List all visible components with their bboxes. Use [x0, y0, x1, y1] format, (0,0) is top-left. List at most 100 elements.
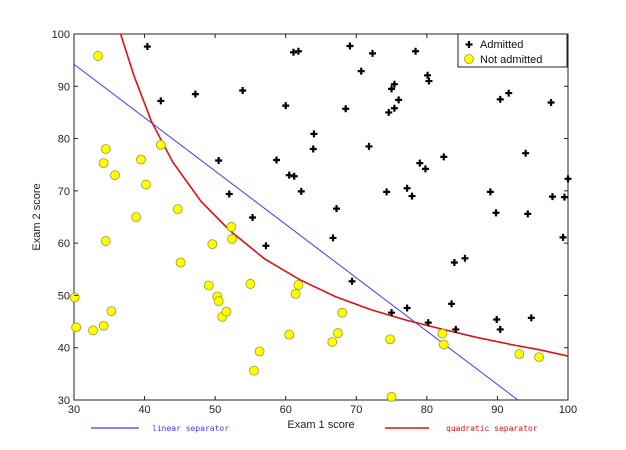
not-admitted-point: [245, 279, 256, 289]
not-admitted-point: [88, 325, 98, 336]
admitted-point: [273, 156, 281, 164]
y-tick-label: 80: [58, 134, 70, 146]
y-tick-label: 90: [58, 81, 70, 93]
admitted-point: [385, 108, 393, 116]
admitted-point: [450, 258, 458, 266]
admitted-point: [383, 188, 391, 196]
not-admitted-point: [284, 329, 295, 340]
not-admitted-point: [385, 334, 396, 345]
not-admitted-point: [207, 239, 218, 250]
admitted-point: [408, 192, 416, 200]
admitted-point: [559, 233, 567, 241]
y-tick-label: 30: [58, 395, 70, 407]
admitted-point: [369, 49, 377, 57]
admitted-point: [239, 86, 247, 94]
not-admitted-point: [249, 365, 259, 376]
separator-legend: linear separator quadratic separator: [91, 424, 538, 433]
x-tick-label: 40: [138, 404, 150, 416]
not-admitted-point: [327, 337, 338, 347]
admitted-point: [157, 97, 165, 105]
admitted-point: [365, 142, 373, 150]
admitted-point: [310, 130, 318, 138]
admitted-point: [421, 165, 429, 173]
not-admitted-point: [110, 170, 120, 181]
not-admitted-point: [131, 212, 142, 222]
admitted-point: [395, 96, 403, 104]
admitted-point: [548, 193, 556, 201]
admitted-point: [388, 85, 396, 93]
admitted-point: [215, 157, 223, 165]
not-admitted-point: [226, 222, 237, 232]
admitted-point: [496, 95, 504, 103]
legend-label-not-admitted: Not admitted: [480, 54, 542, 66]
x-tick-label: 100: [559, 404, 577, 416]
not-admitted-point: [333, 328, 343, 338]
not-admitted-point: [136, 154, 146, 165]
admitted-point: [461, 254, 469, 262]
axis-ticks: 30 40 50 60 70 80 90 100 30 40 50 60 70 80 90 100: [52, 29, 578, 416]
admitted-point: [496, 325, 504, 333]
not-admitted-point: [213, 296, 224, 307]
x-tick-label: 80: [421, 404, 433, 416]
admitted-point: [346, 42, 354, 50]
admitted-point: [425, 77, 433, 85]
data-points: [69, 42, 572, 402]
not-admitted-point: [175, 257, 186, 268]
admitted-point: [290, 172, 298, 180]
not-admitted-point: [93, 51, 103, 61]
not-admitted-point: [514, 349, 525, 359]
x-tick-label: 90: [491, 404, 503, 416]
admitted-point: [560, 193, 568, 201]
quadratic-separator-label: quadratic separator: [446, 424, 538, 433]
admitted-point: [390, 80, 398, 88]
not-admitted-point: [69, 292, 80, 303]
admitted-point: [505, 89, 513, 97]
admitted-point: [282, 102, 290, 110]
legend-box: [457, 33, 568, 68]
not-admitted-point: [438, 339, 449, 350]
admitted-point: [249, 214, 257, 222]
admitted-point: [143, 43, 151, 51]
admitted-point: [412, 47, 420, 55]
not-admitted-point: [386, 391, 397, 402]
admitted-point: [262, 242, 270, 250]
admitted-point: [403, 304, 411, 312]
admitted-point: [564, 175, 572, 183]
legend-plus-icon: [465, 41, 473, 48]
legend: Admitted Not admitted: [457, 33, 568, 68]
not-admitted-point: [172, 204, 183, 215]
not-admitted-point: [293, 280, 304, 290]
admitted-point: [357, 67, 365, 75]
admitted-point: [309, 145, 317, 153]
admitted-point: [524, 210, 532, 218]
not-admitted-point: [141, 179, 151, 190]
x-tick-label: 60: [280, 404, 292, 416]
not-admitted-point: [437, 328, 448, 339]
admitted-point: [448, 300, 456, 308]
admitted-point: [333, 205, 341, 213]
not-admitted-point: [106, 306, 117, 317]
not-admitted-point: [155, 139, 166, 150]
admitted-point: [225, 190, 233, 198]
y-tick-label: 60: [58, 238, 70, 250]
not-admitted-point: [337, 307, 348, 318]
admitted-point: [297, 187, 305, 195]
admitted-point: [452, 325, 460, 333]
admitted-point: [329, 234, 337, 242]
admitted-point: [390, 104, 398, 112]
admitted-point: [493, 315, 501, 323]
plot-frame: [73, 33, 569, 401]
legend-label-admitted: Admitted: [480, 39, 523, 51]
not-admitted-point: [227, 234, 237, 244]
y-tick-label: 40: [58, 343, 70, 355]
plot-area: [73, 33, 569, 401]
admitted-point: [294, 47, 302, 55]
admitted-point: [492, 209, 500, 217]
not-admitted-point: [71, 322, 82, 333]
y-tick-label: 100: [52, 29, 70, 41]
admitted-point: [342, 105, 350, 113]
not-admitted-point: [98, 320, 109, 331]
admitted-point: [416, 159, 424, 167]
admitted-point: [440, 153, 448, 161]
